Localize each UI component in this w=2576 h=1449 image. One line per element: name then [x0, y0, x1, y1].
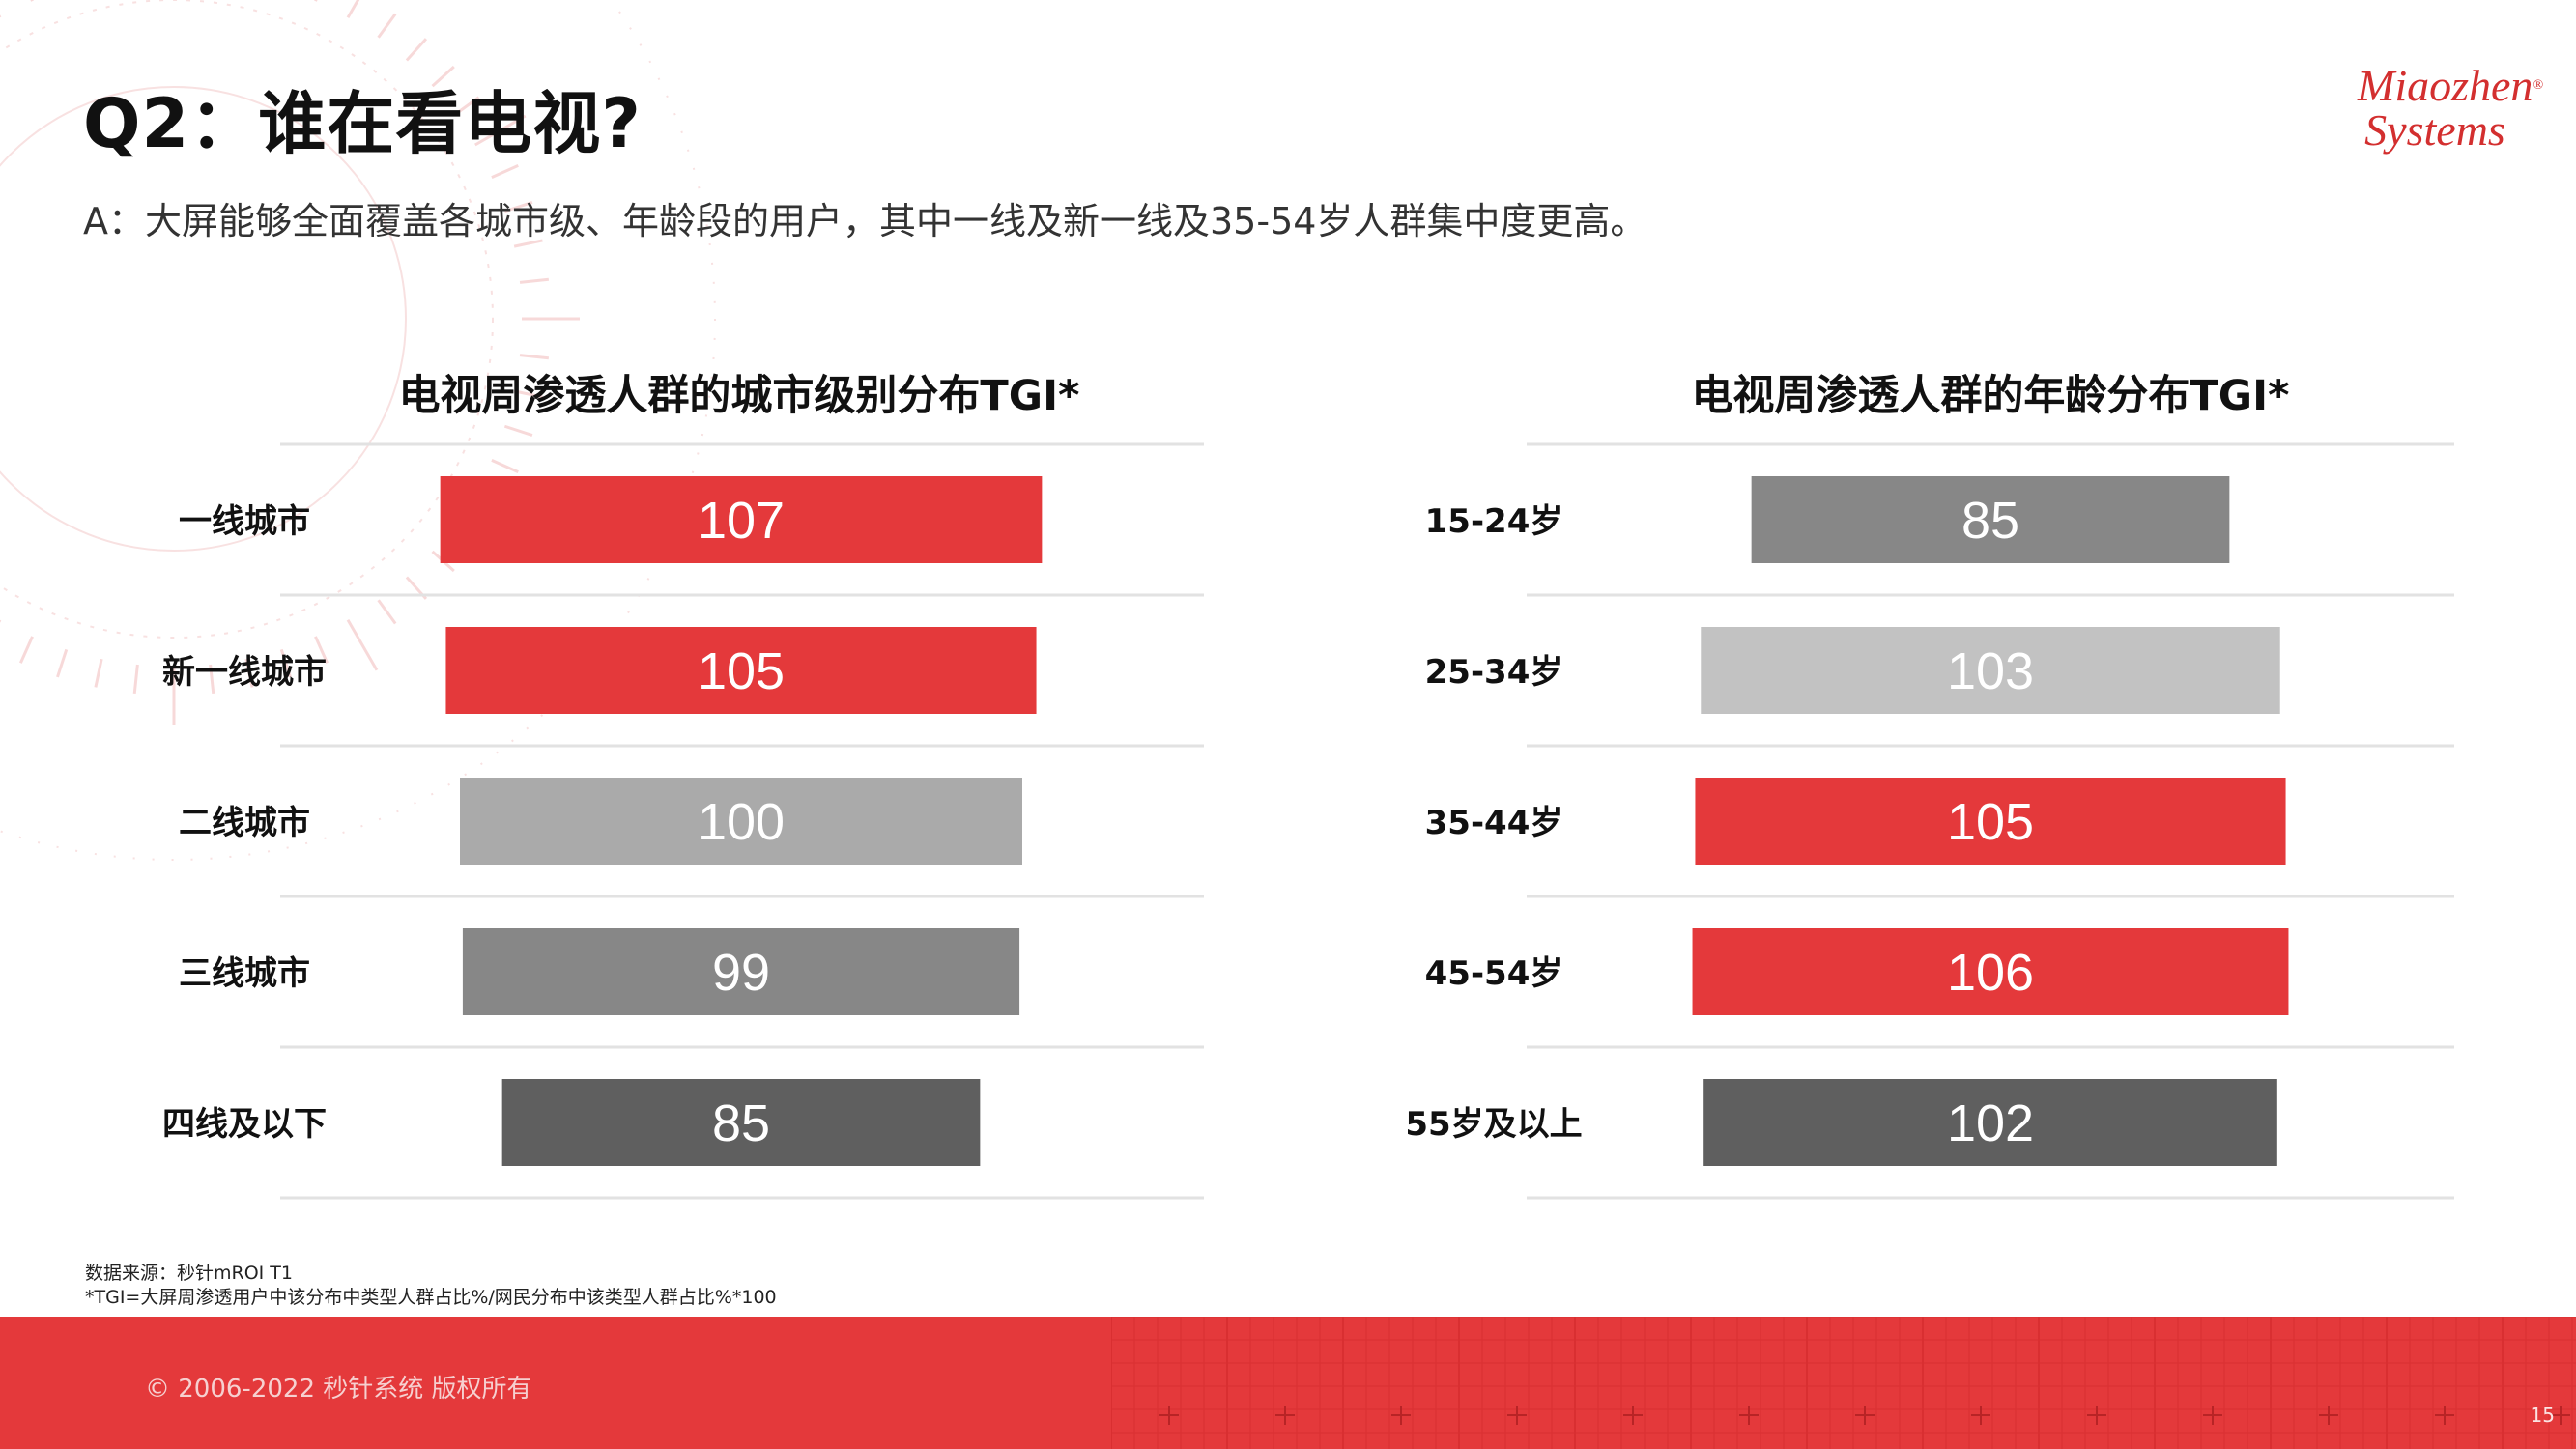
- bar: [1692, 928, 2289, 1015]
- category-label: 15-24岁: [1425, 502, 1563, 541]
- data-label: 100: [698, 793, 785, 851]
- page-title: Q2：谁在看电视?: [83, 84, 642, 163]
- footer-grid-pattern: [1111, 1317, 2576, 1449]
- data-label: 103: [1947, 642, 2034, 700]
- bar: [440, 476, 1043, 563]
- bar: [1695, 778, 2286, 865]
- category-label: 四线及以下: [162, 1105, 327, 1144]
- logo-line1: Miaozhen: [2358, 61, 2533, 110]
- category-label: 三线城市: [179, 954, 310, 993]
- bar: [1701, 627, 2280, 714]
- category-label: 二线城市: [179, 804, 310, 842]
- data-label: 99: [712, 944, 770, 1002]
- city-chart-title: 电视周渗透人群的城市级别分布TGI*: [398, 372, 1080, 420]
- logo-registered-mark: ®: [2533, 78, 2544, 93]
- category-label: 55岁及以上: [1405, 1105, 1582, 1144]
- chart-notes: 数据来源：秒针mROI T1 *TGI=大屏周渗透用户中该分布中类型人群占比%/…: [85, 1262, 777, 1310]
- category-label: 25-34岁: [1425, 653, 1563, 692]
- bar: [462, 928, 1020, 1015]
- data-source-note: 数据来源：秒针mROI T1: [85, 1263, 294, 1284]
- category-label: 35-44岁: [1425, 804, 1563, 842]
- page-subtitle: A：大屏能够全面覆盖各城市级、年龄段的用户，其中一线及新一线及35-54岁人群集…: [83, 200, 1647, 242]
- data-label: 85: [1961, 492, 2019, 550]
- bar: [1703, 1079, 2277, 1166]
- data-label: 105: [1947, 793, 2034, 851]
- copyright-text: © 2006-2022 秒针系统 版权所有: [145, 1375, 532, 1404]
- bar: [460, 778, 1022, 865]
- data-label: 106: [1947, 944, 2034, 1002]
- category-label: 45-54岁: [1425, 954, 1563, 993]
- data-label: 105: [698, 642, 785, 700]
- category-label: 新一线城市: [162, 653, 327, 692]
- bar: [445, 627, 1037, 714]
- data-label: 107: [698, 492, 785, 550]
- category-label: 一线城市: [179, 502, 310, 541]
- bar: [501, 1079, 981, 1166]
- data-label: 85: [712, 1094, 770, 1152]
- footer-bar: © 2006-2022 秒针系统 版权所有 15: [0, 1317, 2576, 1449]
- age-chart-title: 电视周渗透人群的年龄分布TGI*: [1691, 372, 2290, 420]
- logo-line2: Systems: [2364, 105, 2505, 155]
- data-label: 102: [1947, 1094, 2034, 1152]
- tgi-definition-note: *TGI=大屏周渗透用户中该分布中类型人群占比%/网民分布中该类型人群占比%*1…: [85, 1287, 777, 1308]
- bar: [1751, 476, 2230, 563]
- miaozhen-logo: Miaozhen® Systems: [2358, 64, 2543, 155]
- page-number: 15: [2530, 1404, 2555, 1427]
